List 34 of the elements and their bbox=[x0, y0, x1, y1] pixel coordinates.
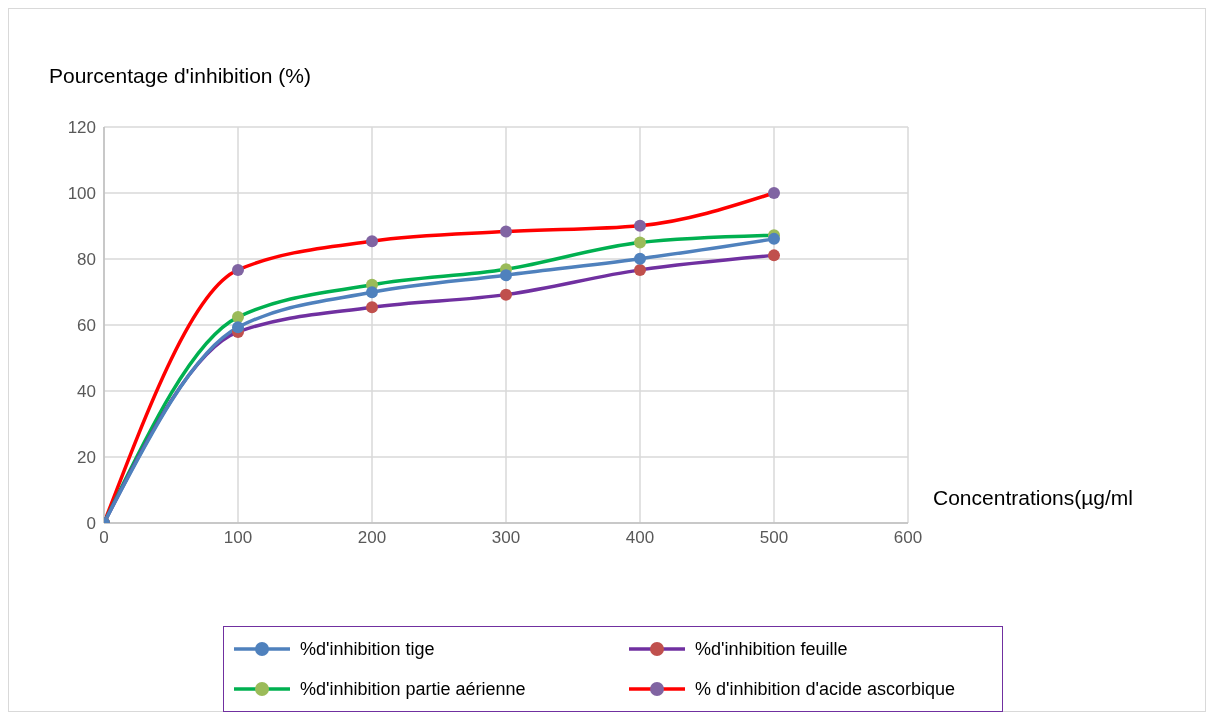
point bbox=[768, 249, 780, 262]
point bbox=[232, 321, 244, 334]
legend-label: %d'inhibition feuille bbox=[695, 638, 848, 660]
point bbox=[634, 263, 646, 276]
y-tick-label: 60 bbox=[77, 316, 96, 336]
point bbox=[500, 288, 512, 301]
y-axis-title: Pourcentage d'inhibition (%) bbox=[49, 64, 311, 88]
y-tick-label: 20 bbox=[77, 448, 96, 468]
x-tick-label: 300 bbox=[491, 528, 521, 548]
x-axis-title: Concentrations(µg/ml bbox=[933, 486, 1134, 510]
legend-label: %d'inhibition tige bbox=[300, 638, 435, 660]
point bbox=[232, 263, 244, 276]
point bbox=[634, 236, 646, 249]
y-tick-label: 120 bbox=[67, 118, 96, 138]
point bbox=[768, 187, 780, 199]
y-tick-label: 0 bbox=[86, 514, 96, 534]
x-tick-label: 600 bbox=[893, 528, 923, 548]
legend-label: % d'inhibition d'acide ascorbique bbox=[695, 678, 956, 700]
y-tick-label: 40 bbox=[77, 382, 96, 402]
y-tick-label: 80 bbox=[77, 250, 96, 270]
point bbox=[634, 219, 646, 232]
x-tick-label: 100 bbox=[223, 528, 253, 548]
x-tick-label: 200 bbox=[357, 528, 387, 548]
x-tick-label: 400 bbox=[625, 528, 655, 548]
x-tick-label: 500 bbox=[759, 528, 789, 548]
legend-label: %d'inhibition partie aérienne bbox=[300, 678, 526, 700]
y-tick-label: 100 bbox=[67, 184, 96, 204]
point bbox=[634, 252, 646, 265]
point bbox=[500, 269, 512, 282]
point bbox=[366, 235, 378, 248]
point bbox=[500, 225, 512, 238]
point bbox=[366, 286, 378, 299]
point bbox=[366, 301, 378, 314]
x-tick-label: 0 bbox=[99, 528, 109, 548]
